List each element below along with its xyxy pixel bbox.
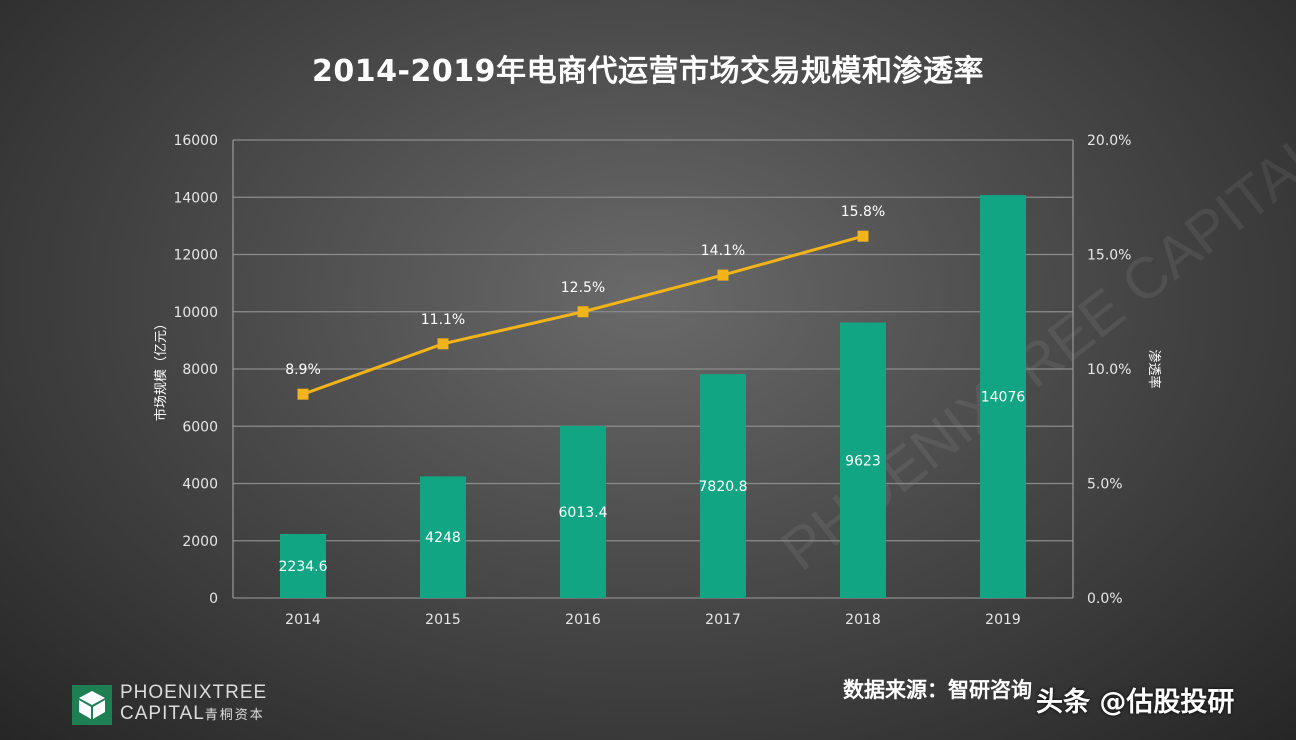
- y2-tick-label: 15.0%: [1087, 248, 1131, 264]
- y-tick-label: 6000: [182, 419, 218, 435]
- y-tick-label: 14000: [173, 190, 218, 206]
- bar: [700, 374, 746, 598]
- y2-axis-title: 渗透率: [1146, 349, 1162, 388]
- logo-line2: CAPITAL青桐资本: [120, 703, 265, 724]
- x-tick-label: 2015: [425, 612, 461, 628]
- bar-data-label: 9623: [845, 453, 881, 469]
- y2-tick-label: 20.0%: [1087, 133, 1131, 149]
- line-data-label: 11.1%: [421, 312, 465, 328]
- line-point: [297, 388, 309, 400]
- y2-tick-label: 0.0%: [1087, 591, 1123, 607]
- bar: [980, 195, 1026, 598]
- y-axis-title: 市场规模（亿元）: [153, 317, 169, 421]
- y2-tick-label: 10.0%: [1087, 362, 1131, 378]
- y-tick-label: 2000: [182, 534, 218, 550]
- logo-line1: PHOENIXTREE: [120, 682, 268, 703]
- line-data-label: 8.9%: [285, 362, 321, 378]
- y-tick-label: 4000: [182, 477, 218, 493]
- bar: [840, 322, 886, 598]
- x-tick-label: 2017: [705, 612, 741, 628]
- line-point: [717, 269, 729, 281]
- bar-data-label: 6013.4: [559, 505, 608, 521]
- bar: [280, 534, 326, 598]
- x-tick-label: 2014: [285, 612, 321, 628]
- logo-line2-cn: 青桐资本: [204, 707, 265, 722]
- line-point: [857, 230, 869, 242]
- y2-tick-label: 5.0%: [1087, 477, 1123, 493]
- y-tick-label: 8000: [182, 362, 218, 378]
- logo: PHOENIXTREE CAPITAL青桐资本: [72, 683, 267, 726]
- bar-data-label: 7820.8: [699, 479, 748, 495]
- line-point: [437, 338, 449, 350]
- bar-data-label: 4248: [425, 530, 461, 546]
- bar: [420, 476, 466, 598]
- bar-data-label: 14076: [981, 390, 1026, 406]
- line-data-label: 14.1%: [701, 243, 745, 259]
- y-tick-label: 12000: [173, 248, 218, 264]
- y-tick-label: 0: [209, 591, 218, 607]
- bar-data-label: 2234.6: [279, 559, 328, 575]
- x-tick-label: 2018: [845, 612, 881, 628]
- x-tick-label: 2019: [985, 612, 1021, 628]
- logo-cube-icon: [72, 684, 112, 725]
- bar: [560, 425, 606, 598]
- chart-title: 2014-2019年电商代运营市场交易规模和渗透率: [312, 54, 984, 89]
- line-data-label: 12.5%: [561, 280, 605, 296]
- data-source: 数据来源：智研咨询: [843, 678, 1032, 702]
- x-tick-label: 2016: [565, 612, 601, 628]
- y-tick-label: 16000: [173, 133, 218, 149]
- toutiao-badge: 头条 @估股投研: [1036, 687, 1235, 718]
- line-point: [577, 306, 589, 318]
- line-data-label: 15.8%: [841, 204, 885, 220]
- y-tick-label: 10000: [173, 305, 218, 321]
